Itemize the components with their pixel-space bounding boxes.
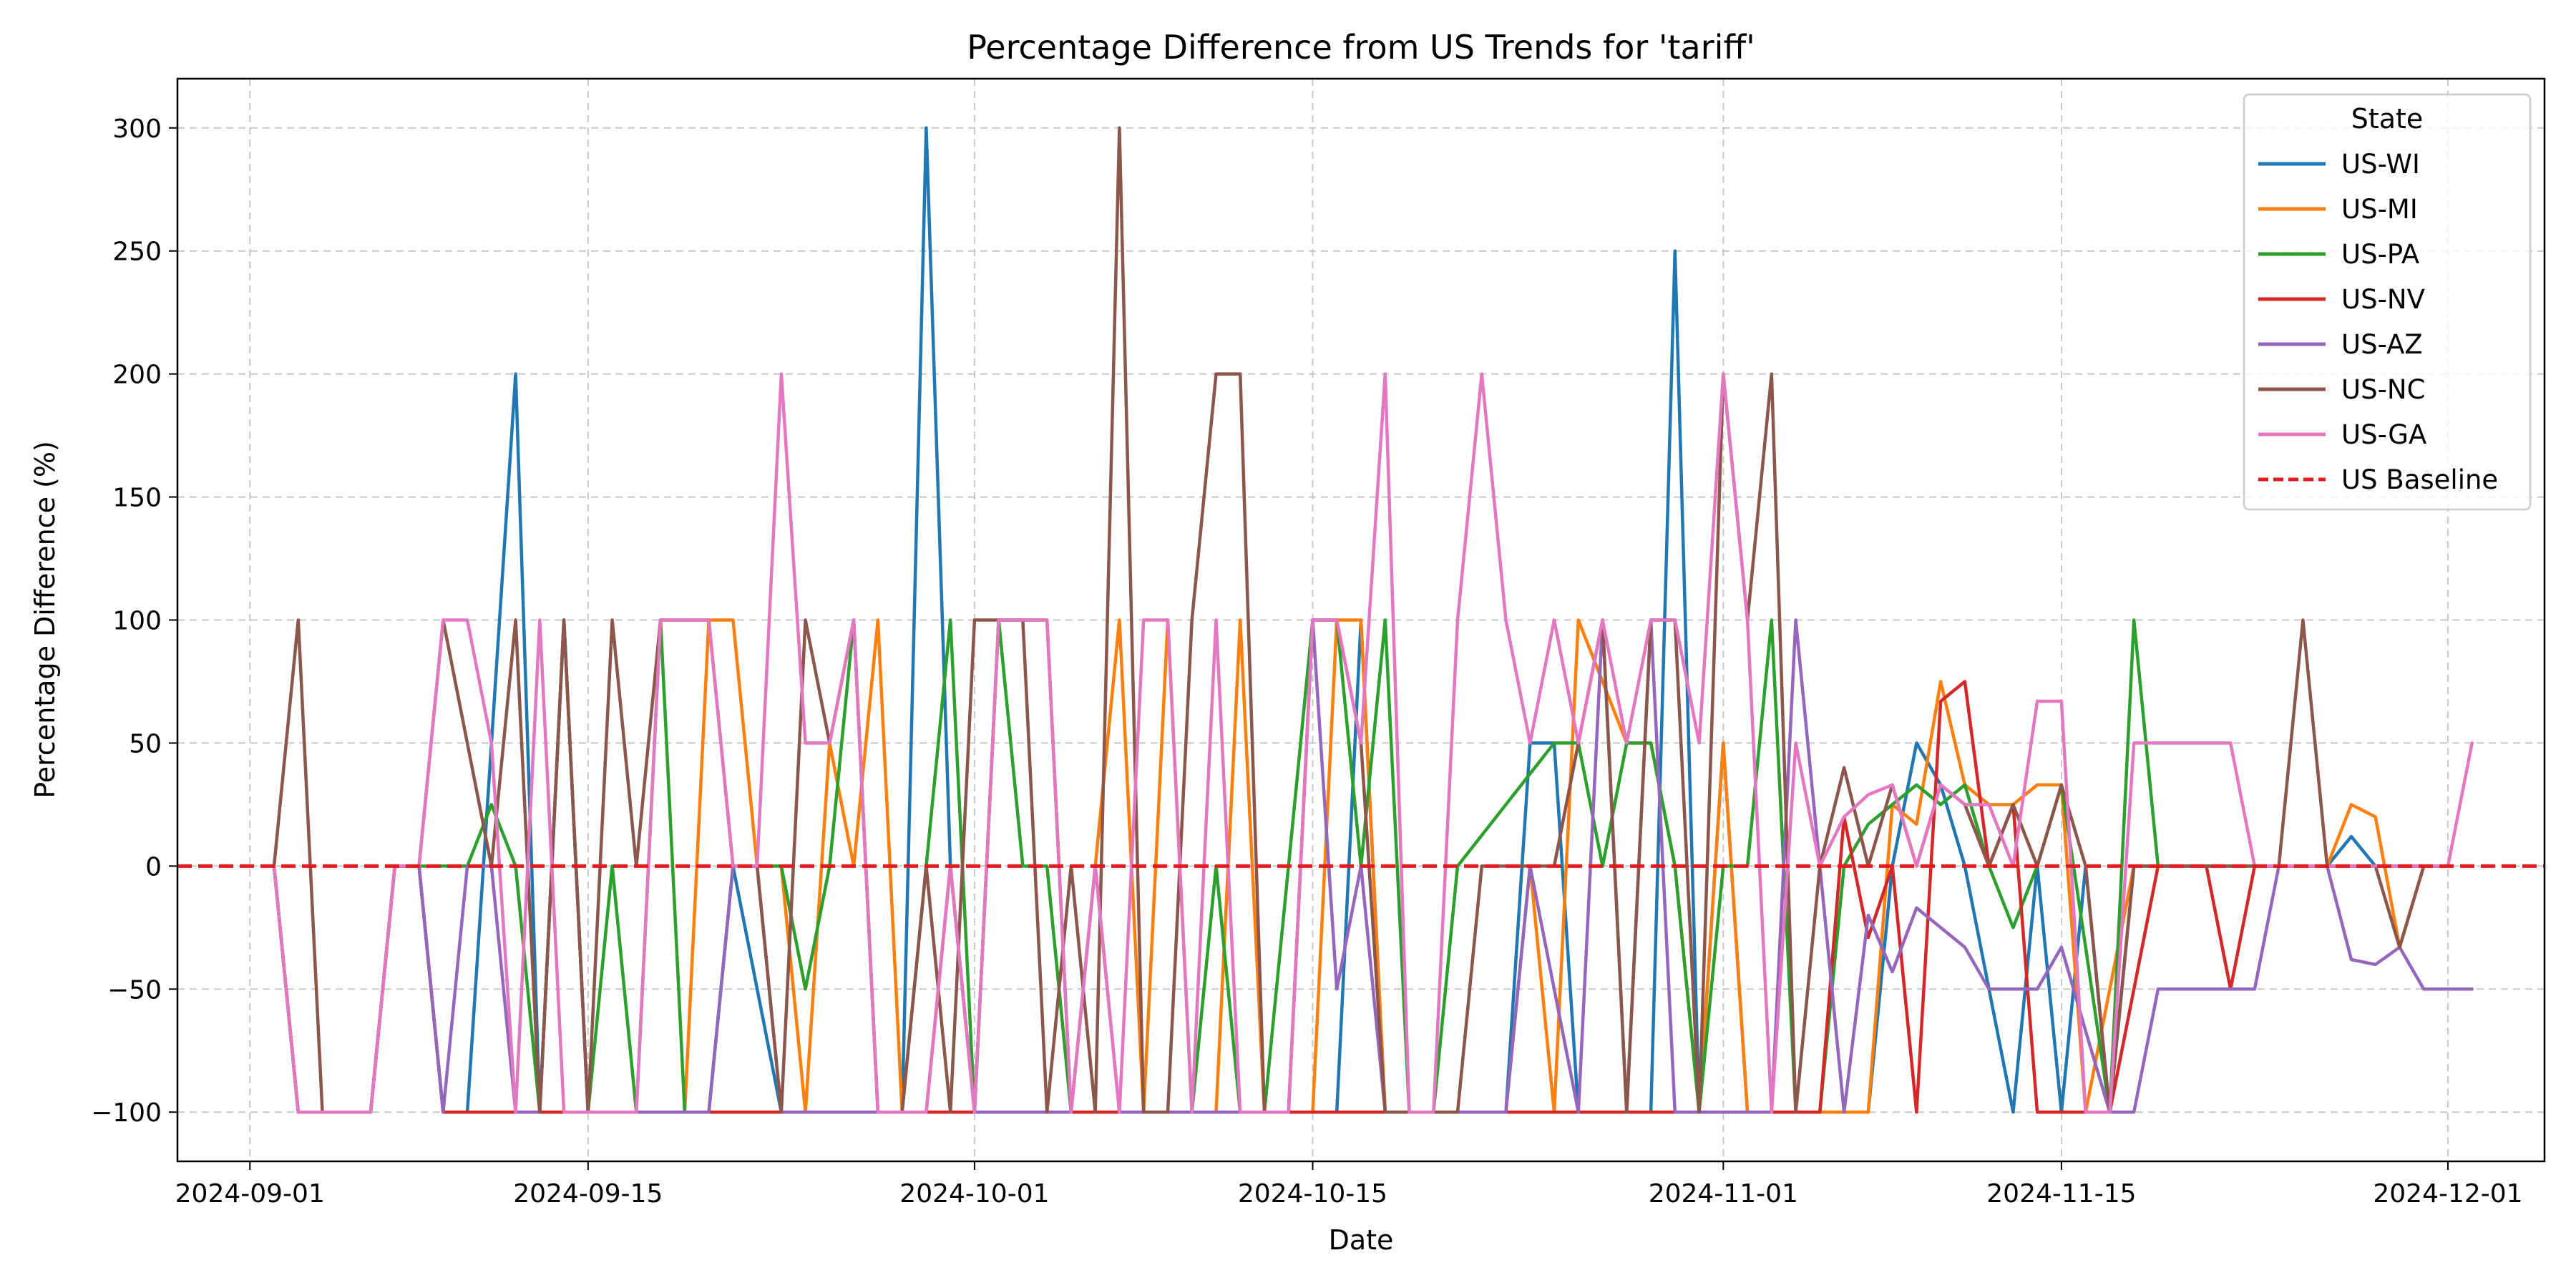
x-axis-ticks: 2024-09-01 2024-09-15 2024-10-01 2024-10-15… <box>175 1161 2523 1209</box>
plot-area <box>176 77 2546 1163</box>
y-tick-label: −100 <box>91 1098 162 1128</box>
x-tick-label: 2024-10-15 <box>1238 1179 1387 1209</box>
x-tick-label: 2024-11-01 <box>1649 1179 1798 1209</box>
y-tick-label: 200 <box>112 361 162 390</box>
y-axis-ticks: −100 −50 0 50 100 150 200 250 300 <box>91 114 177 1128</box>
y-axis-label: Percentage Difference (%) <box>29 441 61 799</box>
legend-box <box>2243 93 2532 511</box>
legend-label: US Baseline <box>2341 464 2498 495</box>
x-tick-label: 2024-12-01 <box>2373 1179 2522 1209</box>
y-tick-label: 50 <box>129 729 162 758</box>
y-tick-label: 100 <box>112 607 162 636</box>
legend-label: US-AZ <box>2341 329 2423 360</box>
y-tick-label: 250 <box>112 238 162 267</box>
y-tick-label: −50 <box>107 975 162 1005</box>
x-tick-label: 2024-11-15 <box>1986 1179 2136 1209</box>
legend-label: US-WI <box>2341 149 2420 180</box>
y-tick-label: 300 <box>112 114 162 144</box>
legend-label: US-MI <box>2341 194 2418 225</box>
series-line-us-mi <box>272 618 2450 1114</box>
legend-title: State <box>2351 103 2424 135</box>
legend-label: US-GA <box>2341 419 2426 450</box>
legend-label: US-NV <box>2341 284 2425 315</box>
legend: State US-WI US-MI US-PA US-NV US-AZ US-NC US-G… <box>2243 93 2532 511</box>
legend-label: US-NC <box>2341 374 2425 405</box>
legend-label: US-PA <box>2341 239 2419 270</box>
y-tick-label: 0 <box>145 852 162 882</box>
legend-entries: US-WI US-MI US-PA US-NV US-AZ US-NC US-GA US Ba… <box>2258 149 2498 495</box>
chart-title: Percentage Difference from US Trends for… <box>967 28 1755 67</box>
series-line-us-ga <box>272 372 2474 1114</box>
x-axis-label: Date <box>1329 1224 1394 1256</box>
x-tick-label: 2024-10-01 <box>899 1179 1049 1209</box>
x-tick-label: 2024-09-01 <box>175 1179 325 1209</box>
x-tick-label: 2024-09-15 <box>513 1179 663 1209</box>
y-tick-label: 150 <box>112 484 162 513</box>
